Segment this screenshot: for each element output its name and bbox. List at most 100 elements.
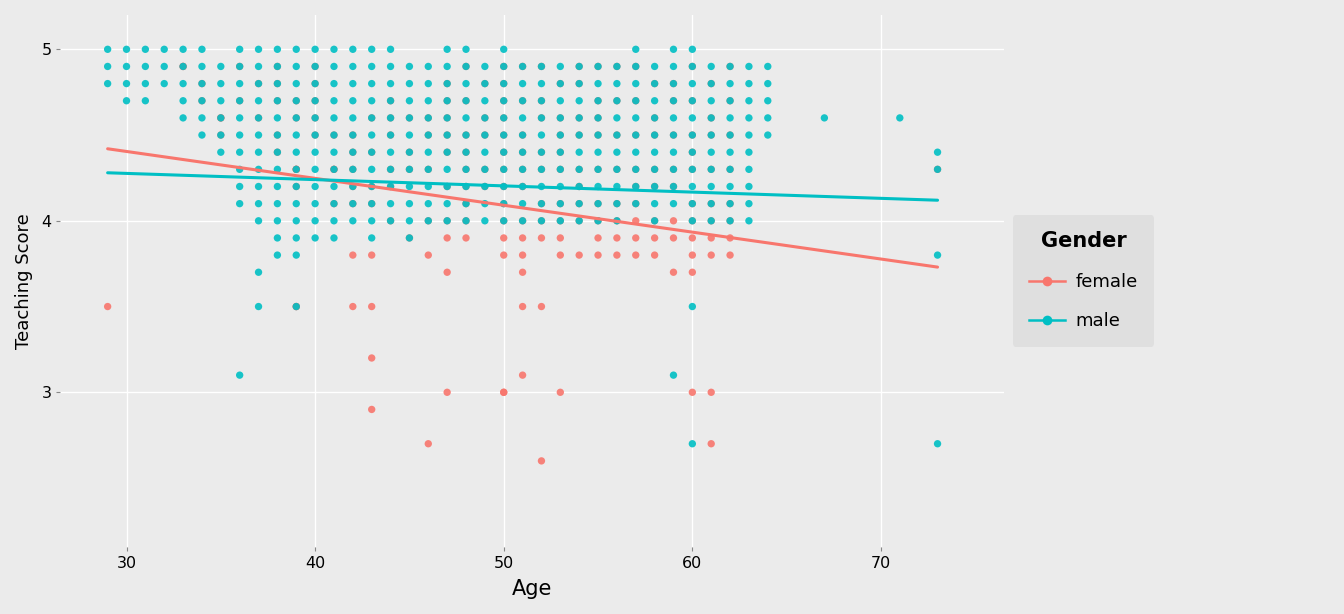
Point	[474, 165, 496, 174]
Point	[323, 165, 344, 174]
Point	[228, 147, 250, 157]
Point	[304, 96, 325, 106]
Point	[210, 130, 231, 140]
Point	[304, 61, 325, 71]
Point	[531, 113, 552, 123]
Point	[644, 216, 665, 226]
Point	[266, 79, 288, 88]
Point	[399, 113, 421, 123]
Point	[172, 96, 194, 106]
Point	[474, 130, 496, 140]
Point	[228, 61, 250, 71]
Point	[531, 147, 552, 157]
Point	[493, 79, 515, 88]
Point	[437, 96, 458, 106]
Point	[569, 130, 590, 140]
Point	[493, 130, 515, 140]
Point	[531, 165, 552, 174]
Point	[493, 96, 515, 106]
Point	[606, 130, 628, 140]
Point	[550, 96, 571, 106]
Point	[285, 96, 306, 106]
Point	[304, 113, 325, 123]
Point	[681, 96, 703, 106]
Point	[681, 130, 703, 140]
Point	[550, 147, 571, 157]
Point	[663, 165, 684, 174]
Point	[456, 61, 477, 71]
Point	[738, 147, 759, 157]
Point	[738, 182, 759, 192]
Point	[700, 182, 722, 192]
Point	[266, 61, 288, 71]
Point	[531, 165, 552, 174]
Point	[700, 439, 722, 449]
Point	[323, 199, 344, 209]
Point	[493, 182, 515, 192]
Point	[456, 113, 477, 123]
Point	[587, 113, 609, 123]
Point	[606, 61, 628, 71]
Point	[681, 147, 703, 157]
Point	[285, 165, 306, 174]
Point	[266, 96, 288, 106]
Point	[569, 165, 590, 174]
Point	[285, 199, 306, 209]
Point	[323, 165, 344, 174]
Point	[757, 61, 778, 71]
Point	[681, 301, 703, 311]
Point	[531, 216, 552, 226]
Point	[172, 44, 194, 54]
Point	[569, 182, 590, 192]
Point	[569, 250, 590, 260]
Point	[247, 216, 269, 226]
Point	[285, 79, 306, 88]
Point	[97, 61, 118, 71]
Point	[228, 96, 250, 106]
Point	[531, 61, 552, 71]
Point	[700, 387, 722, 397]
Point	[399, 199, 421, 209]
Point	[493, 199, 515, 209]
Point	[663, 165, 684, 174]
Point	[531, 61, 552, 71]
Point	[569, 113, 590, 123]
Point	[380, 61, 402, 71]
Point	[247, 44, 269, 54]
Point	[644, 130, 665, 140]
Point	[362, 165, 383, 174]
Point	[247, 182, 269, 192]
Point	[493, 233, 515, 243]
Point	[210, 113, 231, 123]
Point	[247, 147, 269, 157]
Point	[738, 79, 759, 88]
Point	[531, 233, 552, 243]
Point	[247, 267, 269, 277]
Point	[266, 165, 288, 174]
Point	[569, 61, 590, 71]
Point	[362, 199, 383, 209]
Point	[700, 61, 722, 71]
Point	[437, 182, 458, 192]
Point	[456, 216, 477, 226]
Point	[700, 165, 722, 174]
Point	[228, 165, 250, 174]
Point	[323, 79, 344, 88]
Point	[587, 182, 609, 192]
Point	[285, 96, 306, 106]
Point	[531, 96, 552, 106]
Point	[191, 61, 212, 71]
Point	[606, 61, 628, 71]
Point	[266, 147, 288, 157]
Point	[437, 233, 458, 243]
Point	[681, 165, 703, 174]
Point	[191, 96, 212, 106]
Point	[644, 130, 665, 140]
Point	[418, 439, 439, 449]
Point	[323, 130, 344, 140]
Point	[531, 147, 552, 157]
Point	[550, 233, 571, 243]
Point	[550, 250, 571, 260]
Point	[456, 147, 477, 157]
Point	[399, 147, 421, 157]
